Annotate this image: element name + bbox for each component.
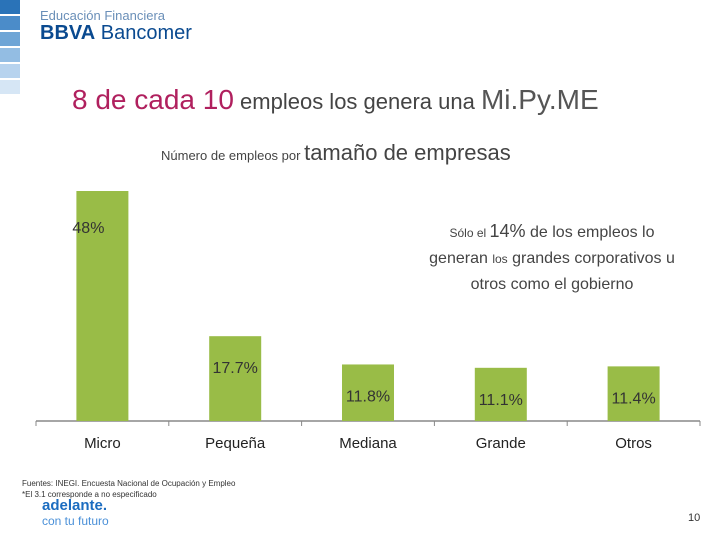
bar-micro xyxy=(76,191,129,421)
category-label-pequeña: Pequeña xyxy=(205,435,266,452)
note-part-3: de los empleos lo xyxy=(525,224,655,241)
category-label-otros: Otros xyxy=(615,435,652,452)
title-middle: empleos los genera una xyxy=(233,89,481,114)
bar-mediana xyxy=(342,364,394,421)
adelante-text: adelante. xyxy=(42,497,108,514)
category-label-micro: Micro xyxy=(84,435,121,452)
title-end: Mi.Py.ME xyxy=(480,84,599,115)
data-label-otros: 11.4% xyxy=(612,390,656,407)
brand-logo: BBVA Bancomer xyxy=(40,22,192,45)
note-part-7: otros como el gobierno xyxy=(470,276,634,293)
title-accent: 8 de cada 10 xyxy=(72,84,234,115)
chart-subtitle: Número de empleos por tamaño de empresas xyxy=(161,140,511,166)
note-part-5: los xyxy=(492,252,508,266)
source-footnote: Fuentes: INEGI. Encuesta Nacional de Ocu… xyxy=(22,478,235,500)
bar-otros xyxy=(607,366,660,421)
note-part-4: generan xyxy=(429,250,493,267)
decorative-stripes xyxy=(0,0,20,94)
brand-subtitle: Educación Financiera xyxy=(40,8,166,23)
note-part-1: Sólo el xyxy=(449,226,490,240)
subtitle-large: tamaño de empresas xyxy=(304,140,511,165)
adelante-tagline: con tu futuro xyxy=(42,514,109,528)
adelante-logo: adelante. con tu futuro xyxy=(42,497,109,529)
page-title: 8 de cada 10 empleos los genera una Mi.P… xyxy=(72,84,599,116)
data-label-micro: 48% xyxy=(72,220,104,237)
bar-pequeña xyxy=(209,336,262,421)
category-label-grande: Grande xyxy=(476,435,526,452)
category-label-mediana: Mediana xyxy=(339,435,397,452)
source-line-1: Fuentes: INEGI. Encuesta Nacional de Ocu… xyxy=(22,479,236,488)
brand-name-bold: BBVA xyxy=(40,22,96,44)
note-part-6: grandes corporativos u xyxy=(507,250,675,267)
source-line-2: *El 3.1 corresponde a no especificado xyxy=(22,490,157,499)
brand-name-rest: Bancomer xyxy=(95,22,192,44)
annotation-note: Sólo el 14% de los empleos lo generan lo… xyxy=(400,218,704,298)
note-part-2: 14% xyxy=(489,221,526,241)
page-number: 10 xyxy=(688,512,701,524)
data-label-mediana: 11.8% xyxy=(346,388,390,405)
data-label-grande: 11.1% xyxy=(479,392,523,409)
bar-grande xyxy=(474,367,527,421)
subtitle-small: Número de empleos por xyxy=(161,148,305,163)
data-label-pequeña: 17.7% xyxy=(213,360,258,377)
